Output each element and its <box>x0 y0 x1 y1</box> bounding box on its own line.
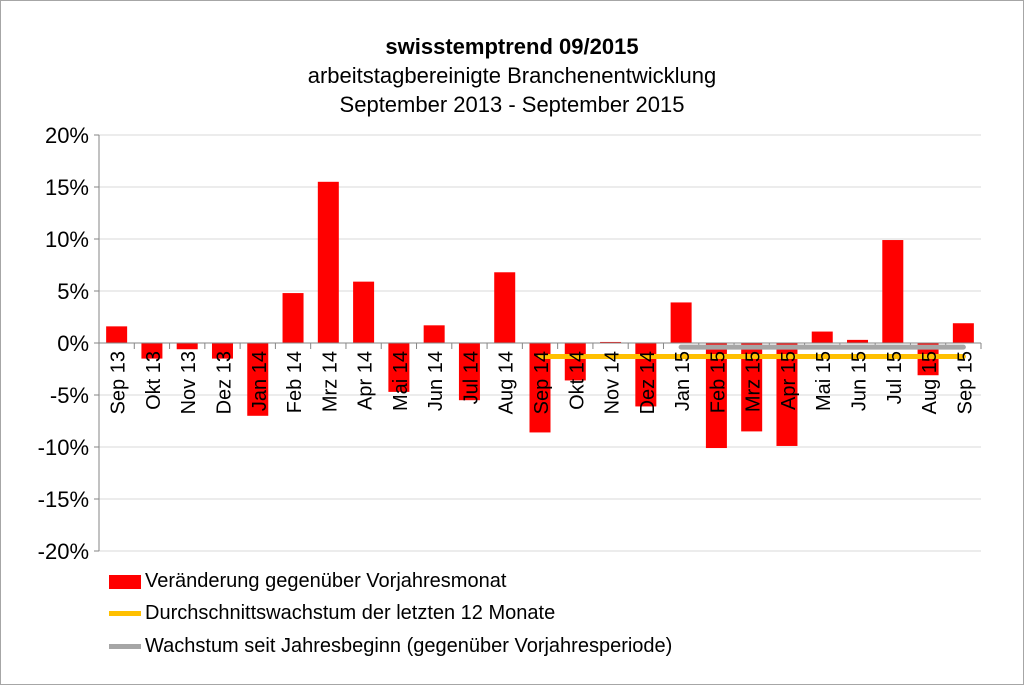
y-tick-label: 5% <box>57 279 89 304</box>
bar <box>211 343 233 359</box>
legend-swatch-avg12 <box>109 611 141 616</box>
x-tick-label: Aug 14 <box>496 351 518 414</box>
chart-title: swisstemptrend 09/2015 <box>385 34 639 59</box>
x-tick-label: Jan 15 <box>672 351 694 411</box>
bar <box>847 339 869 343</box>
x-tick-label: Mrz 14 <box>319 351 341 412</box>
x-tick-label: Aug 15 <box>919 351 941 414</box>
x-tick-label: Jul 15 <box>884 351 906 404</box>
bar <box>564 343 586 381</box>
x-tick-label: Sep 13 <box>108 351 130 414</box>
y-tick-label: -15% <box>38 487 89 512</box>
bar <box>952 323 974 343</box>
chart-subtitle-2: September 2013 - September 2015 <box>339 92 685 117</box>
legend-item-bars: Veränderung gegenüber Vorjahresmonat <box>109 570 506 593</box>
x-tick-label: Sep 15 <box>954 351 976 414</box>
bar <box>353 281 375 343</box>
x-tick-label: Nov 13 <box>178 351 200 414</box>
x-tick-label: Jan 14 <box>249 351 271 411</box>
x-tick-label: Mai 14 <box>390 351 412 411</box>
bar <box>882 240 904 343</box>
bar <box>705 343 727 449</box>
bar <box>494 272 516 343</box>
bar <box>529 343 551 433</box>
bar <box>423 325 445 343</box>
x-tick-label: Jun 14 <box>425 351 447 411</box>
y-tick-label: 0% <box>57 331 89 356</box>
bar <box>282 293 304 343</box>
bar <box>247 343 269 416</box>
legend-label: Veränderung gegenüber Vorjahresmonat <box>145 570 507 592</box>
bar <box>776 343 798 446</box>
chart-subtitle-1: arbeitstagbereinigte Branchenentwicklung <box>307 63 717 88</box>
x-tick-label: Apr 14 <box>355 351 377 410</box>
y-tick-label: 15% <box>45 175 89 200</box>
y-tick-label: 10% <box>45 227 89 252</box>
y-tick-label: -10% <box>38 435 89 460</box>
y-tick-label: 20% <box>45 123 89 148</box>
x-tick-label: Okt 14 <box>566 351 588 410</box>
x-tick-label: Dez 14 <box>637 351 659 414</box>
bar <box>811 331 833 343</box>
x-tick-label: Sep 14 <box>531 351 553 414</box>
bar <box>106 326 128 343</box>
legend-item-ytd: Wachstum seit Jahresbeginn (gegenüber Vo… <box>109 635 672 658</box>
x-tick-label: Okt 13 <box>143 351 165 410</box>
bar <box>600 341 622 343</box>
x-tick-label: Feb 15 <box>707 351 729 413</box>
legend-label: Wachstum seit Jahresbeginn (gegenüber Vo… <box>145 635 673 657</box>
bar <box>176 343 198 350</box>
legend-swatch-bars <box>109 574 141 589</box>
x-tick-label: Mrz 15 <box>743 351 765 412</box>
x-tick-label: Nov 14 <box>602 351 624 414</box>
bar <box>388 343 410 392</box>
x-tick-label: Apr 15 <box>778 351 800 410</box>
bar <box>670 302 692 343</box>
legend-label: Durchschnittswachstum der letzten 12 Mon… <box>145 602 556 624</box>
x-tick-label: Feb 14 <box>284 351 306 413</box>
bar <box>458 343 480 401</box>
bar <box>741 343 763 432</box>
y-tick-label: -5% <box>50 383 89 408</box>
x-tick-label: Jun 15 <box>849 351 871 411</box>
bar <box>317 181 339 343</box>
y-tick-label: -20% <box>38 539 89 564</box>
x-tick-label: Mai 15 <box>813 351 835 411</box>
x-tick-label: Jul 14 <box>460 351 482 404</box>
bar <box>141 343 163 359</box>
legend-item-avg12: Durchschnittswachstum der letzten 12 Mon… <box>109 602 555 625</box>
bar <box>917 343 939 376</box>
x-tick-label: Dez 13 <box>213 351 235 414</box>
legend-swatch-ytd <box>109 644 141 649</box>
